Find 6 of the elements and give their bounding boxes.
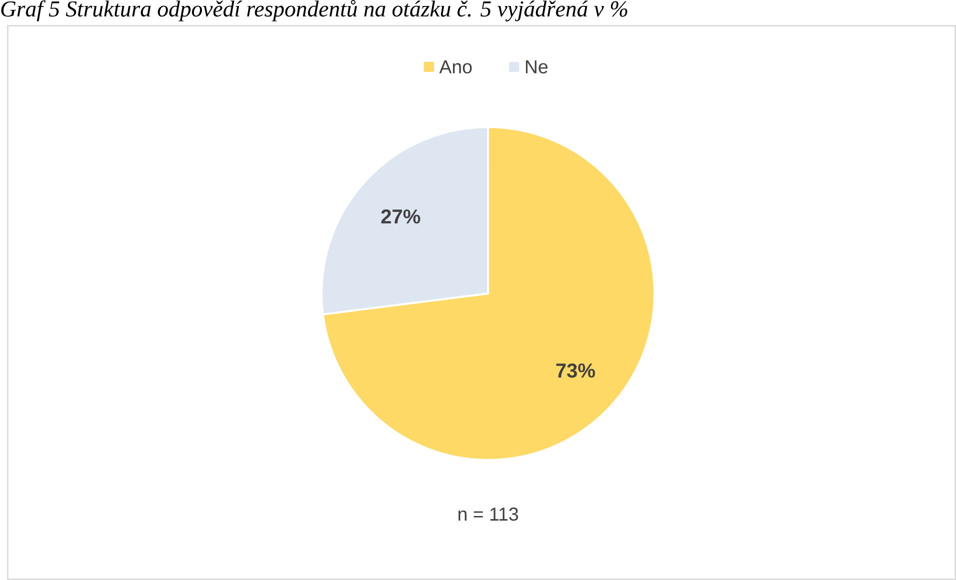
legend-label: Ne [526,60,548,74]
data-label: 73% [556,363,595,378]
chart-title: Graf 5 Struktura odpovědí respondentů na otázku č. 5 vyjádřená v % [1,0,628,22]
legend-label: Ano [439,60,472,74]
data-label: 27% [381,209,420,224]
text: n = 113 [458,508,518,521]
